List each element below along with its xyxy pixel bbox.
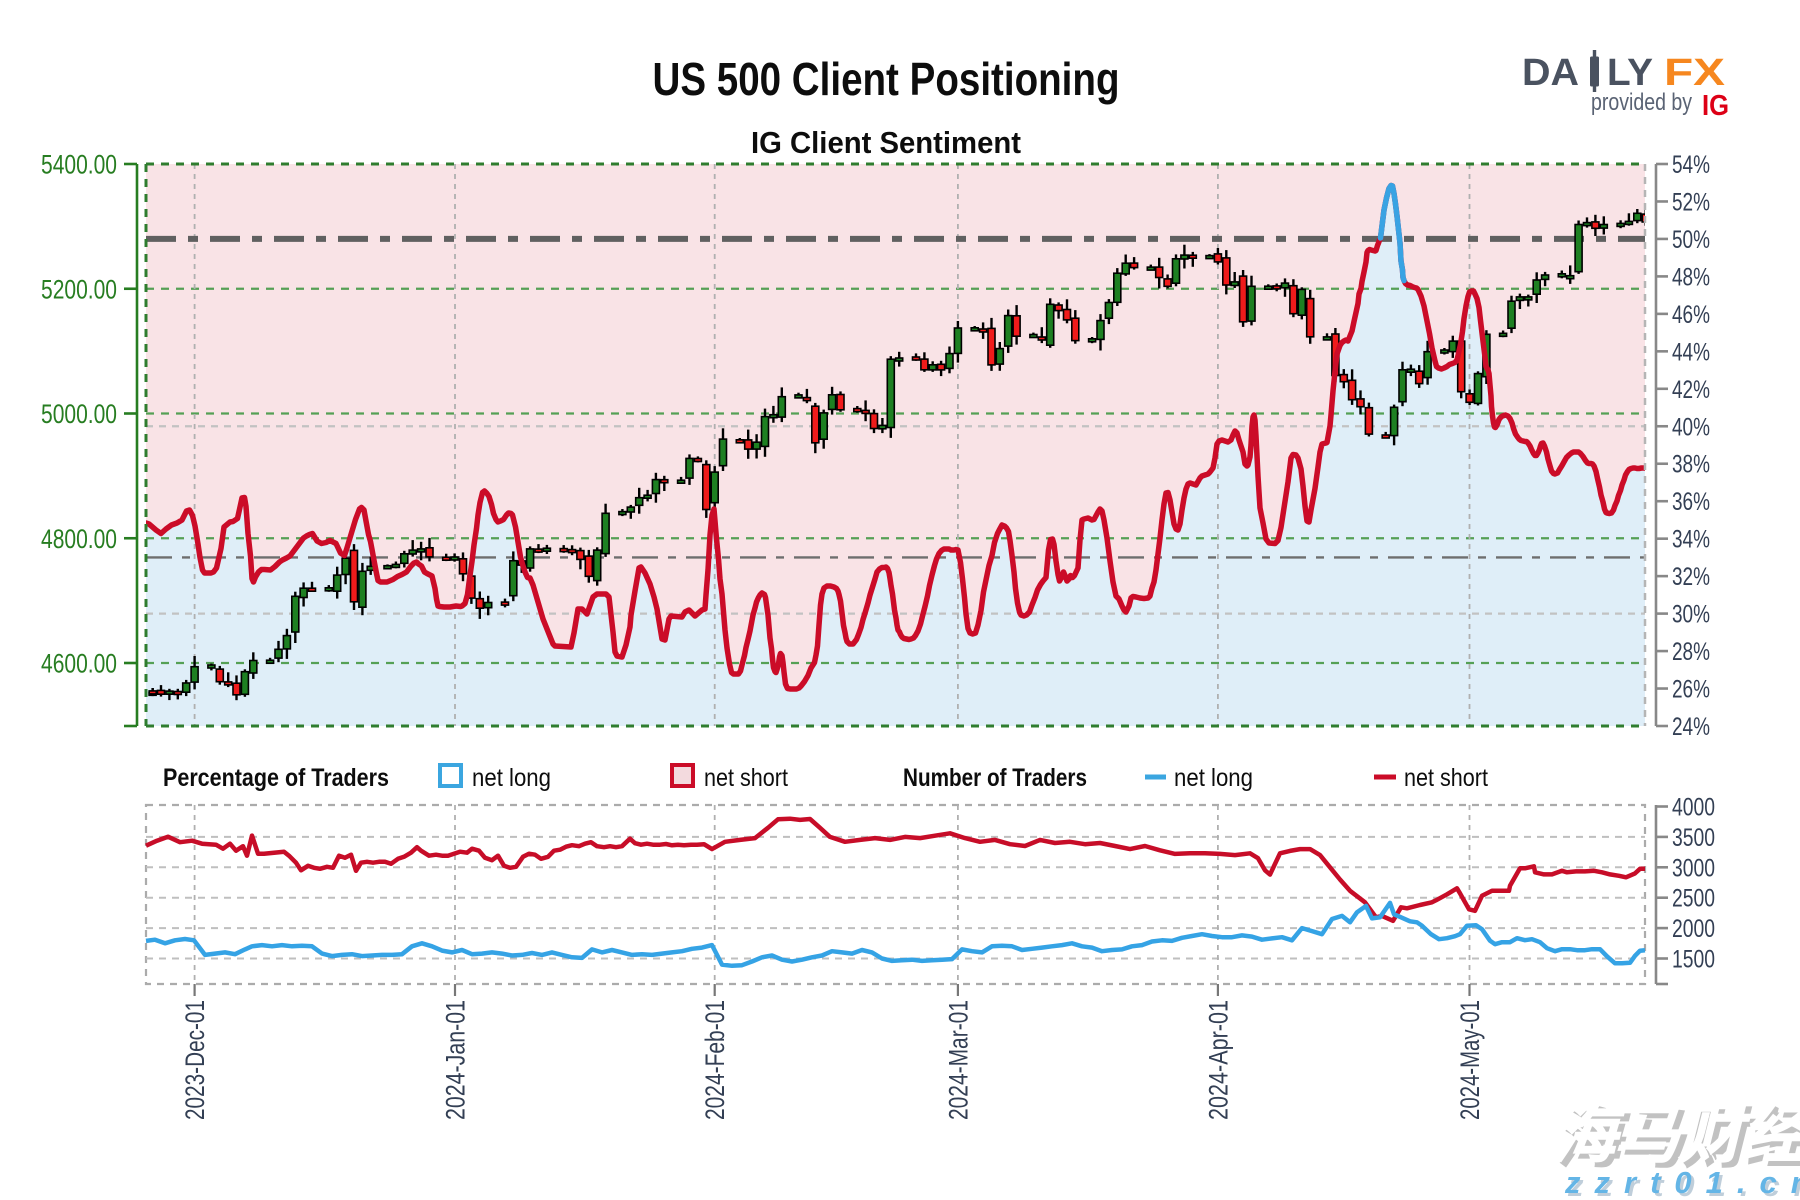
svg-text:US 500 Client Positioning: US 500 Client Positioning [653, 53, 1120, 105]
svg-text:IG: IG [1702, 90, 1729, 122]
svg-text:4600.00: 4600.00 [41, 649, 117, 679]
svg-text:54%: 54% [1672, 151, 1710, 179]
svg-text:provided by: provided by [1591, 89, 1692, 116]
svg-text:48%: 48% [1672, 263, 1710, 291]
svg-text:46%: 46% [1672, 301, 1710, 329]
svg-text:2024-Apr-01: 2024-Apr-01 [1203, 1000, 1233, 1120]
svg-text:30%: 30% [1672, 601, 1710, 629]
svg-text:38%: 38% [1672, 451, 1710, 479]
svg-text:Number of Traders: Number of Traders [903, 764, 1087, 792]
svg-text:2024-May-01: 2024-May-01 [1455, 1000, 1485, 1120]
svg-text:net long: net long [472, 764, 551, 792]
svg-text:zzrt01.cn: zzrt01.cn [1564, 1165, 1800, 1200]
svg-text:34%: 34% [1672, 526, 1710, 554]
svg-text:net long: net long [1174, 764, 1253, 792]
svg-text:2024-Feb-01: 2024-Feb-01 [700, 1000, 730, 1120]
svg-text:3500: 3500 [1672, 824, 1715, 852]
svg-text:44%: 44% [1672, 338, 1710, 366]
svg-text:net short: net short [1404, 764, 1488, 792]
svg-text:zzrt01.cn: zzrt01.cn [1567, 1168, 1800, 1200]
svg-text:5400.00: 5400.00 [41, 150, 117, 180]
svg-text:海马财经: 海马财经 [1553, 1100, 1800, 1170]
svg-text:42%: 42% [1672, 376, 1710, 404]
svg-text:2024-Mar-01: 2024-Mar-01 [943, 1000, 973, 1120]
svg-text:2024-Jan-01: 2024-Jan-01 [441, 1000, 471, 1120]
svg-text:28%: 28% [1672, 638, 1710, 666]
svg-text:1500: 1500 [1672, 946, 1715, 974]
svg-text:IG Client Sentiment: IG Client Sentiment [751, 125, 1021, 160]
svg-text:3000: 3000 [1672, 854, 1715, 882]
svg-text:DA: DA [1522, 52, 1579, 94]
svg-text:4000: 4000 [1672, 794, 1715, 822]
svg-text:FX: FX [1664, 52, 1726, 94]
svg-text:2023-Dec-01: 2023-Dec-01 [180, 1000, 210, 1120]
svg-text:40%: 40% [1672, 413, 1710, 441]
svg-text:海马财经: 海马财经 [1558, 1105, 1800, 1175]
svg-text:24%: 24% [1672, 713, 1710, 741]
svg-text:2000: 2000 [1672, 915, 1715, 943]
svg-text:2500: 2500 [1672, 885, 1715, 913]
svg-text:LY: LY [1607, 52, 1653, 94]
svg-text:Percentage of Traders: Percentage of Traders [163, 764, 389, 792]
svg-text:32%: 32% [1672, 563, 1710, 591]
svg-text:50%: 50% [1672, 226, 1710, 254]
svg-text:5000.00: 5000.00 [41, 399, 117, 429]
svg-text:net short: net short [704, 764, 788, 792]
svg-text:5200.00: 5200.00 [41, 274, 117, 304]
svg-text:52%: 52% [1672, 188, 1710, 216]
svg-text:36%: 36% [1672, 488, 1710, 516]
svg-text:26%: 26% [1672, 676, 1710, 704]
svg-text:4800.00: 4800.00 [41, 524, 117, 554]
